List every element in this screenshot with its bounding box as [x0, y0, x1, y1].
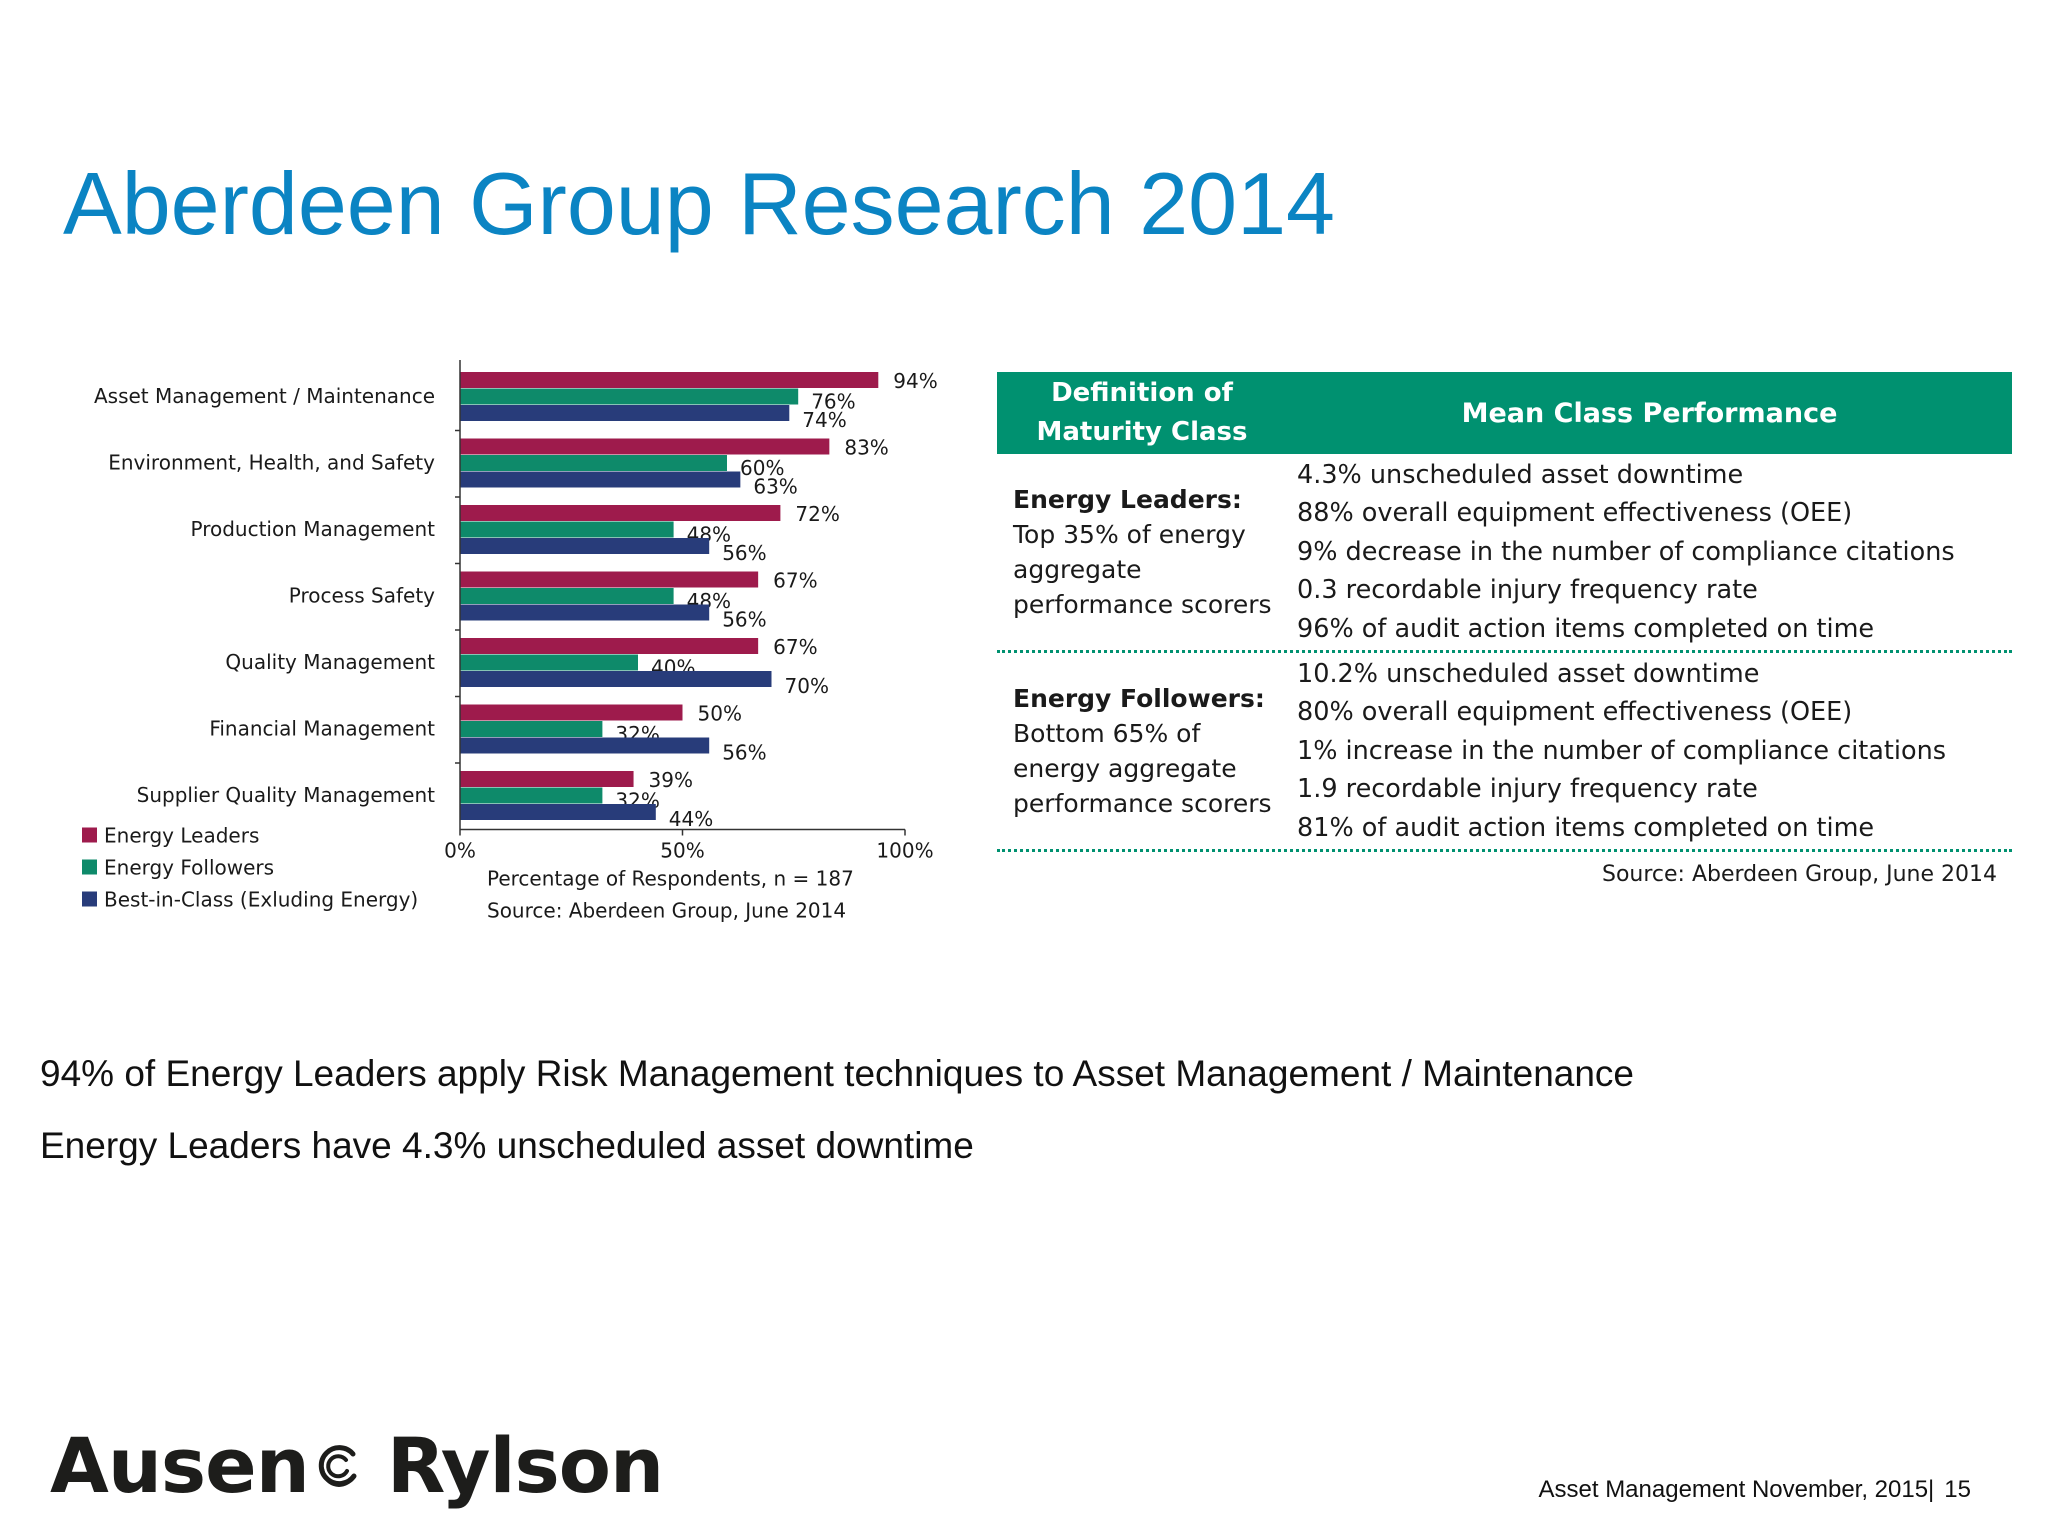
row-definition: Energy Followers: Bottom 65% of energy a… [1013, 653, 1273, 849]
chart-source: Source: Aberdeen Group, June 2014 [487, 899, 846, 923]
data-label: 76% [811, 390, 855, 414]
legend-label: Best-in-Class (Exluding Energy) [104, 888, 418, 912]
performance-item: 80% overall equipment effectiveness (OEE… [1297, 697, 1853, 728]
bar [460, 671, 772, 687]
bar [460, 521, 674, 538]
row-description: Bottom 65% of energy aggregate performan… [1013, 719, 1272, 818]
logo-text: Rylson [386, 1420, 664, 1510]
data-label: 74% [802, 408, 846, 432]
footer-text: Asset Management November, 2015| [1538, 1476, 1935, 1503]
logo-text: Ausen [50, 1420, 310, 1510]
category-label: Asset Management / Maintenance [94, 384, 435, 408]
data-label: 39% [649, 768, 693, 792]
header-definition: Definition of Maturity Class [1036, 378, 1248, 447]
legend-swatch [82, 891, 97, 907]
data-label: 60% [740, 456, 784, 480]
data-label: 70% [785, 674, 829, 698]
bar [460, 704, 683, 721]
row-description: Top 35% of energy aggregate performance … [1013, 520, 1272, 619]
company-logo: Ausen Rylson [50, 1420, 664, 1510]
bar [460, 604, 710, 621]
row-definition: Energy Leaders: Top 35% of energy aggreg… [1013, 454, 1273, 650]
data-label: 67% [773, 569, 817, 593]
performance-item: 0.3 recordable injury frequency rate [1297, 575, 1758, 606]
legend-swatch [82, 827, 97, 843]
data-label: 56% [722, 741, 766, 765]
bar [460, 787, 603, 804]
performance-item: 81% of audit action items completed on t… [1297, 812, 1875, 843]
data-label: 83% [844, 436, 888, 460]
category-label: Financial Management [209, 717, 435, 741]
legend-swatch [82, 859, 97, 875]
category-label: Supplier Quality Management [137, 783, 435, 807]
bar [460, 571, 759, 588]
category-label: Quality Management [225, 650, 435, 674]
bar [460, 721, 603, 737]
bar-chart: Asset Management / Maintenance Environmen… [82, 360, 938, 923]
bar [460, 455, 727, 471]
bar [460, 471, 741, 488]
bar [460, 505, 781, 521]
table-row-energy-leaders: Energy Leaders: Top 35% of energy aggreg… [997, 454, 2012, 653]
bar [460, 737, 710, 754]
bar [460, 654, 638, 671]
maturity-class-table: Definition of Maturity Class Mean Class … [997, 372, 2012, 932]
summary-line: 94% of Energy Leaders apply Risk Managem… [40, 1053, 1634, 1094]
x-tick-label: 100% [876, 839, 933, 863]
row-name: Energy Leaders: [1013, 485, 1242, 514]
performance-item: 1% increase in the number of compliance … [1297, 735, 1947, 766]
data-label: 56% [722, 608, 766, 632]
row-performance: 4.3% unscheduled asset downtime 88% over… [1287, 454, 2017, 650]
data-label: 56% [722, 541, 766, 565]
bar [460, 405, 790, 421]
bar [460, 638, 759, 654]
bar [460, 771, 634, 787]
bar [460, 372, 879, 388]
legend-label: Energy Followers [104, 856, 274, 880]
slide-title: Aberdeen Group Research 2014 [63, 154, 1335, 253]
data-label: 72% [795, 502, 839, 526]
summary-line: Energy Leaders have 4.3% unscheduled ass… [40, 1125, 974, 1166]
legend-label: Energy Leaders [104, 824, 259, 848]
data-label: 44% [669, 807, 713, 831]
bar [460, 388, 799, 405]
data-label: 67% [773, 635, 817, 659]
x-axis-label: Percentage of Respondents, n = 187 [487, 867, 854, 891]
performance-item: 9% decrease in the number of compliance … [1297, 536, 1955, 567]
row-performance: 10.2% unscheduled asset downtime 80% ove… [1287, 653, 2017, 849]
footer: Asset Management November, 2015| 15 [1539, 1476, 1972, 1504]
performance-item: 10.2% unscheduled asset downtime [1297, 658, 1760, 689]
category-label: Environment, Health, and Safety [108, 451, 435, 475]
x-tick-label: 0% [444, 839, 476, 863]
category-label: Production Management [190, 517, 435, 541]
bar [460, 804, 656, 820]
data-label: 63% [753, 475, 797, 499]
bar [460, 588, 674, 604]
data-label: 94% [893, 369, 937, 393]
performance-item: 88% overall equipment effectiveness (OEE… [1297, 498, 1853, 529]
performance-item: 1.9 recordable injury frequency rate [1297, 774, 1758, 805]
logo-swirl-icon [318, 1445, 357, 1487]
data-label: 50% [698, 702, 742, 726]
bar [460, 538, 710, 554]
table-row-energy-followers: Energy Followers: Bottom 65% of energy a… [997, 653, 2012, 852]
category-label: Process Safety [289, 584, 435, 608]
page-number: 15 [1944, 1476, 1971, 1503]
bar [460, 438, 830, 455]
table-header: Definition of Maturity Class Mean Class … [997, 372, 2012, 454]
performance-item: 4.3% unscheduled asset downtime [1297, 459, 1744, 490]
x-tick-label: 50% [660, 839, 704, 863]
table-source: Source: Aberdeen Group, June 2014 [1601, 862, 1997, 887]
performance-item: 96% of audit action items completed on t… [1297, 613, 1875, 644]
header-performance: Mean Class Performance [1461, 397, 1838, 429]
row-name: Energy Followers: [1013, 684, 1265, 713]
